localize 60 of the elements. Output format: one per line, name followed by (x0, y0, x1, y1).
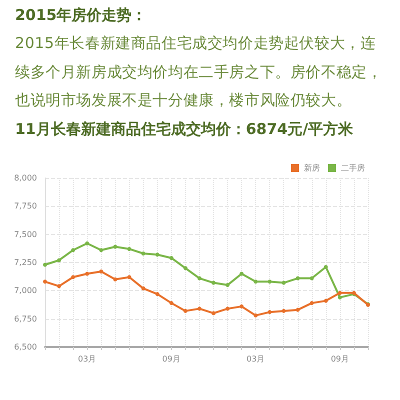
y-tick-label: 7,500 (14, 230, 37, 239)
point (268, 280, 272, 284)
point (254, 313, 258, 318)
x-tick-label: 03月 (246, 354, 265, 364)
point (338, 295, 342, 300)
point (113, 244, 118, 249)
point (183, 266, 188, 270)
point (296, 276, 300, 280)
point (127, 275, 132, 280)
point (183, 308, 188, 313)
point (226, 306, 230, 311)
point (99, 270, 104, 274)
point (71, 275, 76, 280)
point (226, 283, 230, 288)
point (310, 301, 314, 306)
point (254, 280, 258, 284)
y-tick-label: 6,750 (14, 314, 37, 324)
point (212, 280, 216, 285)
point (169, 256, 174, 260)
point (282, 308, 286, 313)
point (99, 248, 104, 252)
legend-label: 新房 (304, 164, 320, 172)
legend-label: 二手房 (341, 164, 365, 172)
point (57, 284, 62, 288)
point (324, 265, 328, 270)
chart-title: 2015年房价走势： (15, 5, 148, 26)
chart-subtitle: 2015年长春新建商品住宅成交均价走势起伏较大，连续多个月新房成交均价均在二手房之下。房价不稳定，也说明市场发展不是十分健康，楼市风险仍较大。 (15, 33, 384, 111)
x-tick-label: 03月 (78, 354, 96, 364)
point (155, 292, 160, 296)
y-tick-label: 8,000 (14, 174, 37, 182)
point (169, 301, 174, 306)
point (85, 241, 90, 246)
point (296, 308, 300, 312)
point (197, 306, 202, 311)
point (268, 310, 272, 314)
y-tick-label: 6,500 (14, 342, 37, 352)
point (324, 298, 328, 303)
point (155, 252, 160, 257)
point (310, 276, 314, 280)
point (197, 276, 202, 280)
point (141, 286, 146, 290)
point (57, 258, 62, 262)
point (113, 277, 118, 282)
text: 11月长春新建商品住宅成交均价：6874元/平方米 (15, 118, 354, 140)
point (212, 311, 216, 316)
point (240, 272, 244, 276)
y-tick-label: 7,250 (14, 258, 37, 267)
point (71, 248, 76, 252)
x-tick-label: 09月 (330, 354, 350, 364)
point (43, 280, 47, 284)
point (240, 304, 244, 308)
point (141, 251, 146, 256)
point (43, 262, 47, 267)
y-tick-label: 7,000 (14, 286, 37, 296)
point (338, 290, 342, 295)
x-tick-label: 09月 (162, 354, 180, 364)
point (282, 280, 286, 285)
point (85, 272, 90, 276)
y-tick-label: 7,750 (14, 202, 37, 211)
point (127, 246, 132, 251)
